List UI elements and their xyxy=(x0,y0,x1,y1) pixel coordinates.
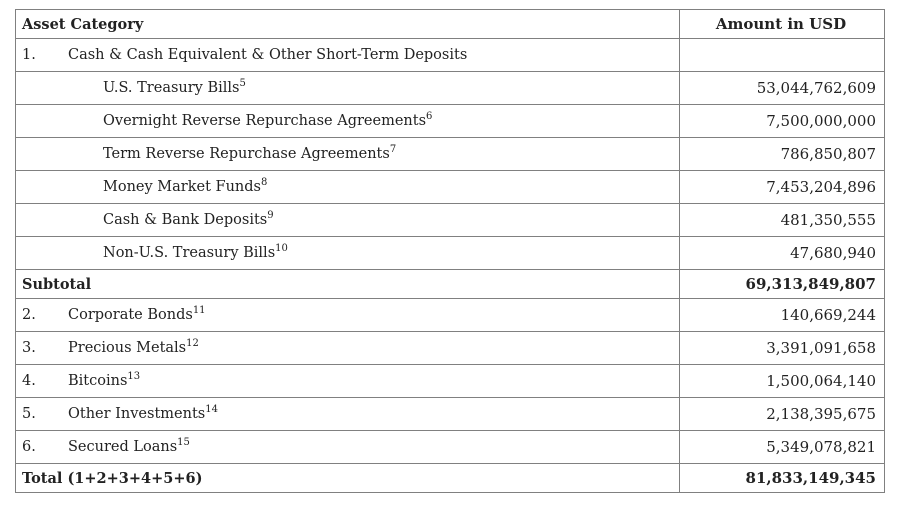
footnote-ref: 8 xyxy=(261,177,268,188)
footnote-ref: 5 xyxy=(239,78,246,89)
amount-cell: 53,044,762,609 xyxy=(679,71,885,105)
amount-cell: 1,500,064,140 xyxy=(679,364,885,398)
table-row: 5. Other Investments14 2,138,395,675 xyxy=(15,397,885,431)
category-cell: Cash & Bank Deposits9 xyxy=(15,203,680,237)
category-cell: 1. Cash & Cash Equivalent & Other Short-T… xyxy=(15,38,680,72)
item-label: Cash & Cash Equivalent & Other Short-Ter… xyxy=(68,47,468,63)
header-row: Asset Category Amount in USD xyxy=(15,9,885,39)
item-number: 4. xyxy=(22,373,36,389)
table-row: 6. Secured Loans15 5,349,078,821 xyxy=(15,430,885,464)
table-row: Overnight Reverse Repurchase Agreements6… xyxy=(15,104,885,138)
asset-table: Asset Category Amount in USD 1. Cash & Ca… xyxy=(15,9,885,493)
footnote-ref: 9 xyxy=(267,210,274,221)
subtotal-amount: 69,313,849,807 xyxy=(679,269,885,299)
table-row: Money Market Funds8 7,453,204,896 xyxy=(15,170,885,204)
total-amount: 81,833,149,345 xyxy=(679,463,885,493)
item-number: 5. xyxy=(22,406,36,422)
header-amount: Amount in USD xyxy=(679,9,885,39)
footnote-ref: 14 xyxy=(205,404,218,415)
header-category: Asset Category xyxy=(15,9,680,39)
table-row: 4. Bitcoins13 1,500,064,140 xyxy=(15,364,885,398)
amount-cell: 786,850,807 xyxy=(679,137,885,171)
amount-cell: 140,669,244 xyxy=(679,298,885,332)
amount-cell: 7,453,204,896 xyxy=(679,170,885,204)
footnote-ref: 12 xyxy=(186,338,199,349)
footnote-ref: 11 xyxy=(192,305,206,316)
item-label: Secured Loans xyxy=(68,439,178,455)
category-cell: 6. Secured Loans15 xyxy=(15,430,680,464)
amount-cell: 481,350,555 xyxy=(679,203,885,237)
footnote-ref: 15 xyxy=(177,437,190,448)
item-label: Bitcoins xyxy=(68,373,128,389)
amount-cell: 47,680,940 xyxy=(679,236,885,270)
table-row: Non-U.S. Treasury Bills10 47,680,940 xyxy=(15,236,885,270)
item-number: 3. xyxy=(22,340,36,356)
subtotal-label: Subtotal xyxy=(15,269,680,299)
table-row: Term Reverse Repurchase Agreements7 786,8… xyxy=(15,137,885,171)
item-number: 6. xyxy=(22,439,36,455)
category-cell: U.S. Treasury Bills5 xyxy=(15,71,680,105)
item-number: 1. xyxy=(22,47,36,63)
footnote-ref: 7 xyxy=(389,144,397,155)
table-row: Cash & Bank Deposits9 481,350,555 xyxy=(15,203,885,237)
category-cell: 5. Other Investments14 xyxy=(15,397,680,431)
item-number: 2. xyxy=(22,307,36,323)
subtotal-row: Subtotal 69,313,849,807 xyxy=(15,269,885,299)
item-label: U.S. Treasury Bills xyxy=(103,80,240,96)
total-label: Total (1+2+3+4+5+6) xyxy=(15,463,680,493)
item-label: Cash & Bank Deposits xyxy=(103,212,268,228)
amount-cell: 5,349,078,821 xyxy=(679,430,885,464)
item-label: Money Market Funds xyxy=(103,179,261,195)
footnote-ref: 13 xyxy=(127,371,141,382)
table-row: U.S. Treasury Bills5 53,044,762,609 xyxy=(15,71,885,105)
category-cell: 4. Bitcoins13 xyxy=(15,364,680,398)
table-row: 2. Corporate Bonds11 140,669,244 xyxy=(15,298,885,332)
amount-cell: 2,138,395,675 xyxy=(679,397,885,431)
footnote-ref: 10 xyxy=(275,243,288,254)
item-label: Other Investments xyxy=(68,406,206,422)
total-row: Total (1+2+3+4+5+6) 81,833,149,345 xyxy=(15,463,885,493)
category-cell: Money Market Funds8 xyxy=(15,170,680,204)
item-label: Precious Metals xyxy=(68,340,187,356)
category-cell: 3. Precious Metals12 xyxy=(15,331,680,365)
amount-cell: 3,391,091,658 xyxy=(679,331,885,365)
amount-cell: 7,500,000,000 xyxy=(679,104,885,138)
item-label: Term Reverse Repurchase Agreements xyxy=(103,146,390,162)
item-label: Overnight Reverse Repurchase Agreements xyxy=(103,113,427,129)
category-cell: Term Reverse Repurchase Agreements7 xyxy=(15,137,680,171)
item-label: Non-U.S. Treasury Bills xyxy=(103,245,276,261)
amount-cell xyxy=(679,38,885,72)
item-label: Corporate Bonds xyxy=(68,307,193,323)
category-cell: Overnight Reverse Repurchase Agreements6 xyxy=(15,104,680,138)
footnote-ref: 6 xyxy=(426,111,433,122)
category-cell: 2. Corporate Bonds11 xyxy=(15,298,680,332)
section-row: 1. Cash & Cash Equivalent & Other Short-T… xyxy=(15,38,885,72)
category-cell: Non-U.S. Treasury Bills10 xyxy=(15,236,680,270)
table-row: 3. Precious Metals12 3,391,091,658 xyxy=(15,331,885,365)
